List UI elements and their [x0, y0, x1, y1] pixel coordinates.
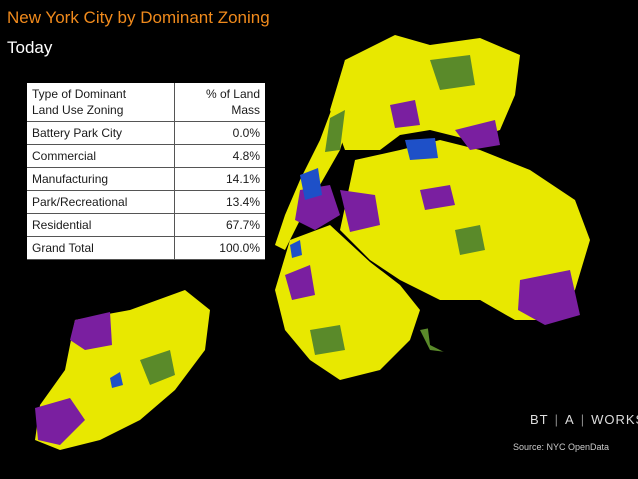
- manufacturing-zone: [390, 100, 420, 128]
- commercial-zone: [405, 138, 438, 160]
- zoning-table: Type of Dominant Land Use Zoning % of La…: [27, 83, 265, 260]
- park-zone: [310, 325, 345, 355]
- logo-part-bt: BT: [530, 412, 549, 427]
- page-title: New York City by Dominant Zoning: [7, 8, 270, 27]
- header-pct-line2: Mass: [231, 103, 260, 117]
- header-pct-line1: % of Land: [205, 87, 260, 101]
- commercial-zone: [300, 168, 322, 200]
- manufacturing-zone: [285, 265, 315, 300]
- park-zone: [455, 225, 485, 255]
- manufacturing-zone: [455, 120, 500, 150]
- commercial-zone: [110, 372, 123, 388]
- table-row: Park/Recreational 13.4%: [27, 190, 265, 214]
- source-note: Source: NYC OpenData: [513, 442, 610, 452]
- logo-separator: |: [580, 412, 586, 427]
- jamaica-bay: [425, 300, 515, 360]
- row-value: 100.0%: [174, 236, 265, 260]
- manufacturing-zone: [518, 270, 580, 325]
- row-label: Grand Total: [27, 236, 176, 260]
- park-zone: [430, 55, 475, 90]
- manufacturing-zone: [420, 185, 455, 210]
- header-pct: % of Land Mass: [174, 83, 265, 122]
- logo-separator: |: [554, 412, 560, 427]
- table-row: Residential 67.7%: [27, 213, 265, 237]
- commercial-zone: [290, 240, 302, 258]
- table-row: Commercial 4.8%: [27, 144, 265, 168]
- header-type-line1: Type of Dominant: [32, 87, 127, 101]
- header-type: Type of Dominant Land Use Zoning: [27, 83, 176, 122]
- row-value: 0.0%: [174, 121, 265, 145]
- table-row: Grand Total 100.0%: [27, 236, 265, 260]
- table-header-row: Type of Dominant Land Use Zoning % of La…: [27, 83, 265, 122]
- logo-part-a: A: [565, 412, 575, 427]
- park-zone: [140, 350, 175, 385]
- row-label: Residential: [27, 213, 176, 237]
- row-label: Manufacturing: [27, 167, 176, 191]
- row-value: 14.1%: [174, 167, 265, 191]
- manufacturing-zone: [70, 312, 112, 350]
- manufacturing-zone: [35, 398, 85, 445]
- row-value: 13.4%: [174, 190, 265, 214]
- manhattan-region: [275, 60, 352, 250]
- manufacturing-zone: [340, 190, 380, 232]
- table-row: Battery Park City 0.0%: [27, 121, 265, 145]
- bronx-region: [330, 35, 520, 150]
- row-label: Commercial: [27, 144, 176, 168]
- row-label: Battery Park City: [27, 121, 176, 145]
- brooklyn-region: [275, 225, 420, 380]
- header-type-line2: Land Use Zoning: [32, 103, 124, 117]
- table-row: Manufacturing 14.1%: [27, 167, 265, 191]
- row-value: 67.7%: [174, 213, 265, 237]
- row-label: Park/Recreational: [27, 190, 176, 214]
- park-zone: [325, 110, 345, 152]
- page-subtitle: Today: [7, 38, 53, 57]
- row-value: 4.8%: [174, 144, 265, 168]
